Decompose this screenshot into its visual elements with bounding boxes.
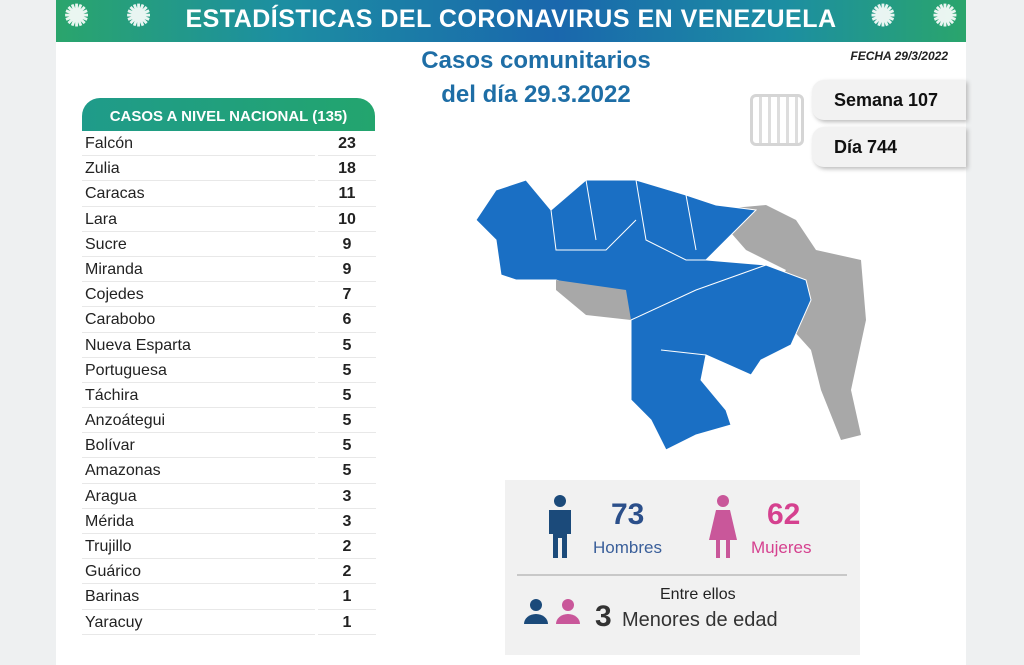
table-row: Anzoátegui 5 — [82, 408, 376, 434]
minors-icon — [524, 599, 580, 624]
table-row: Falcón 23 — [82, 131, 376, 157]
virus-icon: ✺ — [126, 0, 152, 33]
table-row: Nueva Esparta 5 — [82, 332, 376, 358]
virus-icon: ✺ — [932, 0, 958, 33]
infographic: ✺ ✺ ESTADÍSTICAS DEL CORONAVIRUS EN VENE… — [56, 0, 966, 665]
map-region-gray — [556, 280, 631, 320]
case-count: 9 — [318, 232, 376, 257]
state-name: Lara — [82, 206, 315, 232]
case-count: 18 — [318, 156, 376, 182]
table-row: Cojedes 7 — [82, 282, 376, 308]
case-count: 1 — [318, 584, 376, 610]
women-label: Mujeres — [751, 538, 812, 557]
table-row: Mérida 3 — [82, 508, 376, 534]
case-count: 2 — [318, 534, 376, 560]
banner: ✺ ✺ ESTADÍSTICAS DEL CORONAVIRUS EN VENE… — [56, 0, 966, 42]
state-name: Guárico — [82, 559, 315, 585]
table-row: Trujillo 2 — [82, 534, 376, 560]
case-count: 7 — [318, 282, 376, 308]
table-row: Aragua 3 — [82, 483, 376, 509]
case-count: 5 — [318, 383, 376, 409]
banner-title: ESTADÍSTICAS DEL CORONAVIRUS EN VENEZUEL… — [185, 5, 837, 33]
venezuela-map — [475, 179, 866, 451]
state-name: Amazonas — [82, 458, 315, 484]
week-badge: Semana 107 — [812, 80, 966, 120]
state-name: Miranda — [82, 256, 315, 283]
case-count: 5 — [318, 358, 376, 383]
man-icon — [549, 495, 571, 558]
state-name: Bolívar — [82, 433, 315, 459]
woman-icon — [709, 495, 737, 558]
table-row: Sucre 9 — [82, 231, 376, 257]
men-count: 73 — [611, 498, 645, 531]
table-row: Amazonas 5 — [82, 458, 376, 484]
table-row: Guárico 2 — [82, 559, 376, 585]
virus-icon: ✺ — [64, 0, 90, 33]
divider — [517, 574, 847, 576]
case-count: 23 — [318, 131, 376, 157]
table-row: Táchira 5 — [82, 382, 376, 409]
among-label: Entre ellos — [660, 586, 736, 603]
state-name: Zulia — [82, 156, 315, 182]
case-count: 5 — [318, 433, 376, 459]
table-row: Carabobo 6 — [82, 307, 376, 333]
case-count: 3 — [318, 484, 376, 509]
date-label: FECHA 29/3/2022 — [850, 49, 948, 63]
case-count: 11 — [318, 181, 376, 207]
day-badge: Día 744 — [812, 127, 966, 167]
state-name: Yaracuy — [82, 609, 315, 635]
state-name: Caracas — [82, 181, 315, 207]
title-line1: Casos comunitarios — [421, 47, 651, 74]
state-borders — [550, 179, 767, 356]
table-row: Portuguesa 5 — [82, 357, 376, 383]
state-name: Aragua — [82, 483, 315, 509]
title-line2: del día 29.3.2022 — [441, 81, 631, 108]
minors-count: 3 — [595, 600, 612, 633]
cases-table: CASOS A NIVEL NACIONAL (135) Falcón 23 Zul… — [82, 98, 376, 635]
state-name: Portuguesa — [82, 357, 315, 383]
state-name: Falcón — [82, 131, 315, 157]
table-row: Barinas 1 — [82, 584, 376, 610]
state-name: Cojedes — [82, 282, 315, 308]
state-name: Táchira — [82, 382, 315, 409]
case-count: 3 — [318, 509, 376, 534]
state-name: Sucre — [82, 231, 315, 257]
state-name: Barinas — [82, 584, 315, 610]
gender-stats-panel: 73 Hombres 62 Mujeres Entre ellos 3 Meno… — [505, 480, 860, 655]
table-row: Zulia 18 — [82, 156, 376, 182]
women-count: 62 — [767, 498, 801, 531]
table-row: Miranda 9 — [82, 256, 376, 283]
case-count: 10 — [318, 207, 376, 232]
case-count: 1 — [318, 610, 376, 635]
state-name: Nueva Esparta — [82, 332, 315, 358]
case-count: 9 — [318, 257, 376, 283]
table-row: Lara 10 — [82, 206, 376, 232]
case-count: 2 — [318, 559, 376, 585]
men-label: Hombres — [593, 538, 662, 557]
case-count: 5 — [318, 458, 376, 484]
page-title: Casos comunitarios del día 29.3.2022 — [386, 44, 686, 112]
table-row: Bolívar 5 — [82, 433, 376, 459]
state-name: Anzoátegui — [82, 408, 315, 434]
case-count: 5 — [318, 408, 376, 434]
virus-icon: ✺ — [870, 0, 896, 33]
table-row: Yaracuy 1 — [82, 609, 376, 635]
calendar-icon — [750, 94, 804, 146]
table-header: CASOS A NIVEL NACIONAL (135) — [82, 98, 375, 131]
minors-label: Menores de edad — [622, 609, 778, 631]
state-name: Trujillo — [82, 534, 315, 560]
table-row: Caracas 11 — [82, 181, 376, 207]
state-name: Carabobo — [82, 307, 315, 333]
state-name: Mérida — [82, 508, 315, 534]
case-count: 6 — [318, 307, 376, 333]
case-count: 5 — [318, 333, 376, 358]
